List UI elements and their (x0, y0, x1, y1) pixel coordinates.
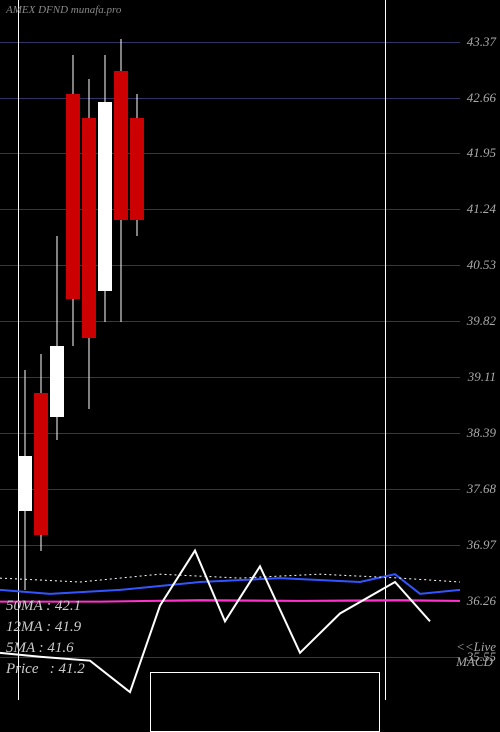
candle (34, 0, 48, 700)
indicator-box (150, 672, 380, 732)
y-label: 39.82 (467, 313, 496, 329)
y-label: 40.53 (467, 257, 496, 273)
candle (82, 0, 96, 700)
chart-area: AMEX DFND munafa.pro 43.37 42.66 41.95 41.2… (0, 0, 500, 700)
candle (66, 0, 80, 700)
y-label: 39.11 (468, 369, 496, 385)
y-label: 42.66 (467, 90, 496, 106)
info-50ma: 50MA : 42.1 (6, 596, 85, 617)
y-label: 36.26 (467, 593, 496, 609)
info-5ma: 5MA : 41.6 (6, 638, 85, 659)
y-label: 37.68 (467, 481, 496, 497)
info-box: 50MA : 42.1 12MA : 41.9 5MA : 41.6 Price… (6, 596, 85, 680)
macd-label: <<Live MACD (456, 639, 496, 670)
candle (50, 0, 64, 700)
candle (114, 0, 128, 700)
candle (18, 0, 32, 700)
y-label: 41.95 (467, 145, 496, 161)
candle (98, 0, 112, 700)
vertical-line (385, 0, 386, 700)
vertical-line (18, 0, 19, 700)
info-12ma: 12MA : 41.9 (6, 617, 85, 638)
info-price: Price : 41.2 (6, 659, 85, 680)
y-label: 43.37 (467, 34, 496, 50)
y-label: 38.39 (467, 425, 496, 441)
y-label: 41.24 (467, 201, 496, 217)
candle (130, 0, 144, 700)
y-label: 36.97 (467, 537, 496, 553)
chart-title: AMEX DFND munafa.pro (6, 4, 121, 16)
